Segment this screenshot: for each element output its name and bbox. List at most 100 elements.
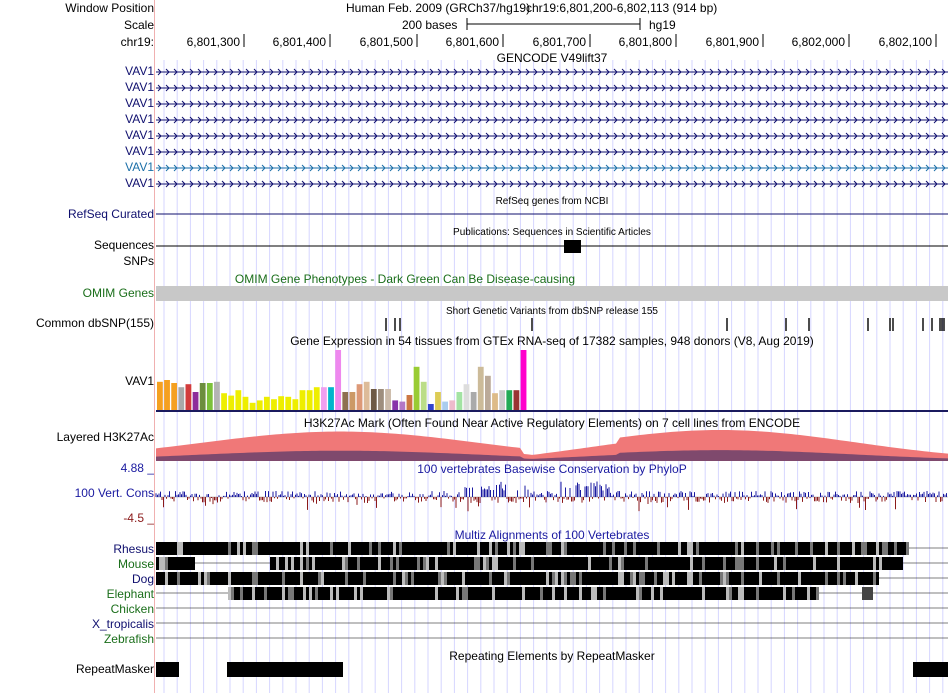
track-label-gtex[interactable]: VAV1 xyxy=(125,374,154,388)
gtex-bar xyxy=(356,384,363,410)
alignment-block xyxy=(531,557,534,570)
alignment-block xyxy=(222,572,225,585)
strand-arrow xyxy=(909,164,914,172)
strand-arrow xyxy=(189,116,194,124)
strand-arrow xyxy=(245,132,250,140)
track-label-omim[interactable]: OMIM Genes xyxy=(82,286,154,300)
alignment-block xyxy=(678,542,681,555)
alignment-block xyxy=(402,587,405,600)
alignment-block xyxy=(381,587,384,600)
alignment-block xyxy=(285,542,288,555)
strand-arrow xyxy=(589,148,594,156)
alignment-block xyxy=(294,572,297,585)
track-label-conservation[interactable]: 100 Vert. Cons xyxy=(74,486,154,500)
strand-arrow xyxy=(533,148,538,156)
strand-arrow xyxy=(813,100,818,108)
alignment-block xyxy=(762,572,765,585)
track-label-gencode-4[interactable]: VAV1 xyxy=(125,112,154,126)
track-label-gencode-7[interactable]: VAV1 xyxy=(125,160,154,174)
strand-arrow xyxy=(157,100,162,108)
strand-arrow xyxy=(773,84,778,92)
alignment-block xyxy=(480,542,483,555)
strand-arrow xyxy=(629,164,634,172)
alignment-block xyxy=(330,542,333,555)
alignment-block xyxy=(750,557,753,570)
alignment-block xyxy=(348,542,351,555)
track-label-h3k27ac[interactable]: Layered H3K27Ac xyxy=(56,430,154,444)
strand-arrow xyxy=(917,148,922,156)
strand-arrow xyxy=(269,148,274,156)
alignment-block xyxy=(618,587,621,600)
alignment-block xyxy=(315,587,318,600)
strand-arrow xyxy=(453,180,458,188)
strand-arrow xyxy=(669,148,674,156)
strand-arrow xyxy=(765,164,770,172)
alignment-block xyxy=(669,542,672,555)
strand-arrow xyxy=(421,68,426,76)
track-label-gencode-3[interactable]: VAV1 xyxy=(125,96,154,110)
alignment-block xyxy=(360,587,363,600)
alignment-block xyxy=(210,572,213,585)
strand-arrow xyxy=(189,132,194,140)
alignment-block xyxy=(303,542,306,555)
strand-arrow xyxy=(333,68,338,76)
track-label-gencode-2[interactable]: VAV1 xyxy=(125,80,154,94)
alignment-block xyxy=(795,587,798,600)
alignment-block xyxy=(738,557,741,570)
alignment-block xyxy=(621,572,624,585)
strand-arrow xyxy=(709,180,714,188)
strand-arrow xyxy=(933,84,938,92)
alignment-block xyxy=(870,572,873,585)
alignment-block xyxy=(864,557,867,570)
track-label-refseq[interactable]: RefSeq Curated xyxy=(67,207,154,221)
track-label-publications[interactable]: Sequences xyxy=(93,238,154,252)
alignment-block xyxy=(189,542,192,555)
alignment-block xyxy=(717,572,720,585)
strand-arrow xyxy=(301,68,306,76)
alignment-block xyxy=(774,542,777,555)
alignment-block xyxy=(369,542,372,555)
track-label-gencode-6[interactable]: VAV1 xyxy=(125,144,154,158)
alignment-block xyxy=(456,542,459,555)
alignment-block xyxy=(174,557,177,570)
alignment-block xyxy=(246,587,249,600)
strand-arrow xyxy=(213,132,218,140)
alignment-block xyxy=(807,542,810,555)
strand-arrow xyxy=(733,148,738,156)
alignment-block xyxy=(243,587,246,600)
strand-arrow xyxy=(317,116,322,124)
strand-arrow xyxy=(381,148,386,156)
strand-arrow xyxy=(861,84,866,92)
alignment-block xyxy=(465,587,468,600)
publication-block xyxy=(564,240,581,253)
strand-arrow xyxy=(285,68,290,76)
alignment-block xyxy=(873,542,876,555)
strand-arrow xyxy=(301,164,306,172)
strand-arrow xyxy=(221,116,226,124)
alignment-block xyxy=(396,587,399,600)
alignment-block xyxy=(630,572,633,585)
track-label-dbsnp[interactable]: Common dbSNP(155) xyxy=(35,316,154,330)
strand-arrow xyxy=(741,100,746,108)
strand-arrow xyxy=(221,68,226,76)
alignment-block xyxy=(846,542,849,555)
track-label-gencode-1[interactable]: VAV1 xyxy=(125,64,154,78)
track-label-repeatmasker[interactable]: RepeatMasker xyxy=(75,662,154,676)
track-label-gencode-5[interactable]: VAV1 xyxy=(125,128,154,142)
strand-arrow xyxy=(661,132,666,140)
strand-arrow xyxy=(173,100,178,108)
strand-arrow xyxy=(845,148,850,156)
track-label-gencode-8[interactable]: VAV1 xyxy=(125,176,154,190)
strand-arrow xyxy=(597,164,602,172)
h3k27ac-signal xyxy=(156,430,948,461)
alignment-block xyxy=(285,572,288,585)
alignment-block xyxy=(294,557,297,570)
ruler-tick-label: 6,801,800 xyxy=(619,35,673,49)
alignment-block xyxy=(408,587,411,600)
strand-arrow xyxy=(253,100,258,108)
strand-arrow xyxy=(725,180,730,188)
alignment-block xyxy=(291,542,294,555)
alignment-block xyxy=(744,587,747,600)
strand-arrow xyxy=(173,132,178,140)
